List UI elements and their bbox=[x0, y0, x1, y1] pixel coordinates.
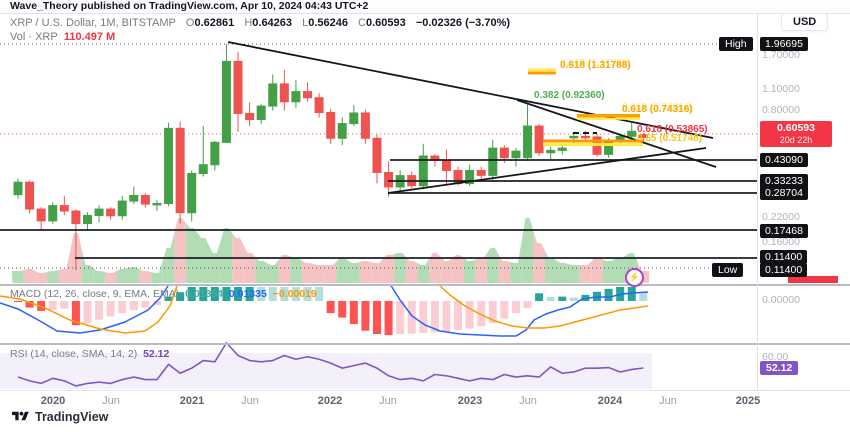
level-label-0p43090: 0.43090 bbox=[760, 153, 808, 167]
tick-0p22: 0.22000 bbox=[762, 211, 800, 223]
currency-toggle[interactable]: USD bbox=[781, 13, 829, 31]
volume-area bbox=[12, 218, 650, 283]
rsi-line bbox=[17, 341, 644, 387]
dotted-lines bbox=[0, 43, 757, 269]
price-macd-separator[interactable] bbox=[0, 284, 850, 286]
volume-label: Vol · XRP bbox=[10, 31, 58, 43]
high-price-label: 1.96695 bbox=[760, 37, 808, 51]
close-label: C bbox=[358, 17, 366, 29]
fib-label-1p31788[interactable]: 0.618 (1.31788) bbox=[560, 60, 631, 71]
fib-label-0p92360[interactable]: 0.382 (0.92360) bbox=[534, 90, 605, 101]
change-value: −0.02326 (−3.70%) bbox=[415, 17, 511, 29]
low-label: L bbox=[302, 17, 309, 29]
x-axis-label-jun[interactable]: Jun bbox=[659, 395, 677, 407]
flash-marker-icon[interactable]: ⚡ bbox=[625, 268, 644, 287]
fib-zones bbox=[528, 68, 643, 146]
bar-countdown: 20d 22h bbox=[779, 135, 813, 145]
header-divider bbox=[0, 13, 850, 14]
rsi-60-tick: 60.00 bbox=[762, 351, 789, 363]
macd-hist-value: 0.01354 bbox=[185, 288, 224, 300]
price-scale-separator[interactable] bbox=[757, 14, 758, 390]
close-value: 0.60593 bbox=[366, 17, 406, 29]
tick-1p10: 1.10000 bbox=[762, 83, 800, 95]
open-value: 0.62861 bbox=[194, 17, 235, 29]
low-value: 0.56246 bbox=[308, 17, 348, 29]
fib-label-0p51748[interactable]: 0.65 (0.51748) bbox=[637, 133, 703, 144]
x-axis-label-2024[interactable]: 2024 bbox=[597, 395, 623, 407]
candles bbox=[13, 44, 648, 271]
high-value: 0.64263 bbox=[252, 17, 293, 29]
low-price-label: 0.11400 bbox=[760, 263, 808, 277]
macd-line-value: 0.01335 bbox=[228, 288, 267, 300]
trendlines bbox=[227, 41, 717, 194]
macd-signal-value: −0.00019 bbox=[272, 288, 317, 300]
rsi-value: 52.12 bbox=[143, 348, 170, 360]
x-axis-label-2025[interactable]: 2025 bbox=[735, 395, 761, 407]
tradingview-logo[interactable]: TradingView bbox=[12, 408, 108, 425]
macd-rsi-separator[interactable] bbox=[0, 343, 850, 345]
symbol-title: XRP / U.S. Dollar, 1M, BITSTAMP bbox=[10, 17, 176, 29]
volume-legend[interactable]: Vol · XRP 110.497 M bbox=[10, 31, 115, 43]
x-axis-label-2023[interactable]: 2023 bbox=[457, 395, 483, 407]
x-axis-label-jun[interactable]: Jun bbox=[241, 395, 259, 407]
lightning-icon: ⚡ bbox=[628, 272, 641, 282]
x-axis-label-2020[interactable]: 2020 bbox=[40, 395, 66, 407]
x-axis-label-jun[interactable]: Jun bbox=[379, 395, 397, 407]
x-axis-label-2021[interactable]: 2021 bbox=[179, 395, 205, 407]
volume-value-strip bbox=[788, 276, 838, 283]
x-axis-label-jun[interactable]: Jun bbox=[102, 395, 120, 407]
low-tag: Low bbox=[712, 263, 744, 277]
level-label-0p33233: 0.33233 bbox=[760, 174, 808, 188]
fib-label-0p74316[interactable]: 0.618 (0.74316) bbox=[622, 104, 693, 115]
publish-title: Wave_Theory published on TradingView.com… bbox=[10, 0, 369, 12]
tick-0p16: 0.16000 bbox=[762, 236, 800, 248]
fib-label-0p53865[interactable]: 0.618 (0.53865) bbox=[637, 124, 708, 135]
tick-1p70: 1.70000 bbox=[762, 49, 800, 61]
high-label: H bbox=[244, 17, 253, 29]
rsi-title: RSI (14, close, SMA, 14, 2) bbox=[10, 348, 138, 360]
tradingview-brand-text: TradingView bbox=[35, 409, 109, 424]
level-label-0p17468: 0.17468 bbox=[760, 224, 808, 238]
rsi-legend[interactable]: RSI (14, close, SMA, 14, 2) 52.12 bbox=[10, 348, 169, 360]
volume-value: 110.497 M bbox=[63, 31, 116, 43]
rsi-last-label: 52.12 bbox=[760, 361, 799, 375]
open-label: O bbox=[185, 17, 195, 29]
macd-lines bbox=[0, 283, 649, 337]
macd-legend[interactable]: MACD (12, 26, close, 9, EMA, EMA) 0.0135… bbox=[10, 288, 317, 300]
x-axis-label-2022[interactable]: 2022 bbox=[317, 395, 343, 407]
level-label-0p28704: 0.28704 bbox=[760, 186, 808, 200]
symbol-legend[interactable]: XRP / U.S. Dollar, 1M, BITSTAMP O0.62861… bbox=[10, 17, 510, 29]
tick-0p80: 0.80000 bbox=[762, 104, 800, 116]
level-label-0p11400: 0.11400 bbox=[760, 250, 808, 264]
publish-header: Wave_Theory published on TradingView.com… bbox=[0, 0, 850, 13]
high-tag: High bbox=[719, 37, 753, 51]
macd-title: MACD (12, 26, close, 9, EMA, EMA) bbox=[10, 288, 180, 300]
x-axis-label-jun[interactable]: Jun bbox=[519, 395, 537, 407]
axis-separator bbox=[0, 390, 850, 391]
macd-zero-tick: 0.00000 bbox=[762, 294, 800, 306]
last-price-label: 0.60593 20d 22h bbox=[760, 121, 832, 147]
last-price-value: 0.60593 bbox=[777, 122, 815, 134]
tradingview-logo-icon bbox=[12, 411, 29, 421]
